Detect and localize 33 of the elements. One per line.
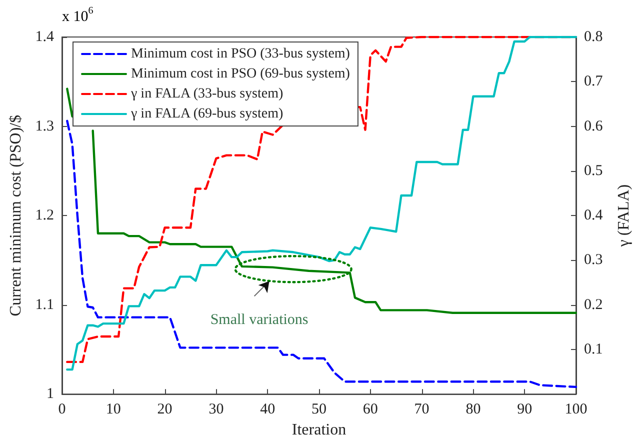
x-tick-label: 0	[58, 402, 66, 418]
y2-tick-label: 0.7	[584, 74, 604, 90]
legend-label: γ in FALA (69-bus system)	[130, 106, 284, 122]
legend-label: Minimum cost in PSO (69-bus system)	[131, 66, 350, 82]
legend-label: γ in FALA (33-bus system)	[130, 86, 284, 102]
x-tick-label: 90	[517, 402, 532, 418]
line-series	[66, 120, 578, 388]
y-tick-label: 1.4	[35, 29, 54, 45]
x-tick-label: 30	[208, 402, 224, 418]
y2-tick-label: 0.3	[584, 252, 603, 268]
y2-tick-label: 0.4	[584, 208, 604, 224]
legend-label: Minimum cost in PSO (33-bus system)	[131, 46, 350, 62]
x-tick-label: 50	[312, 402, 326, 418]
y2-tick-label: 0.5	[584, 162, 603, 179]
x-tick-label: 100	[564, 402, 588, 418]
y2-axis-title: γ (FALA)	[616, 184, 632, 248]
x-tick-label: 20	[157, 402, 172, 418]
x-tick-label: 60	[362, 402, 378, 418]
y-tick-label: 1.1	[35, 296, 54, 313]
annotation: Small variations	[210, 312, 308, 328]
y2-tick-label: 0.6	[584, 118, 604, 134]
y-tick-label: 1.2	[35, 208, 54, 224]
y2-tick-label: 0.1	[584, 341, 603, 358]
x-tick-label: 40	[260, 402, 276, 418]
x-axis-title: Iteration	[292, 422, 346, 438]
y-tick-label: 1.3	[35, 118, 54, 134]
x-tick-label: 10	[106, 402, 121, 418]
y2-tick-label: 0.8	[584, 29, 603, 45]
x-tick-label: 70	[414, 402, 430, 418]
y-tick-label: 1	[46, 386, 54, 402]
y-axis-title: Current minimum cost (PSO)/$	[8, 114, 24, 316]
y2-tick-label: 0.2	[584, 296, 603, 313]
x-tick-label: 80	[466, 402, 481, 418]
